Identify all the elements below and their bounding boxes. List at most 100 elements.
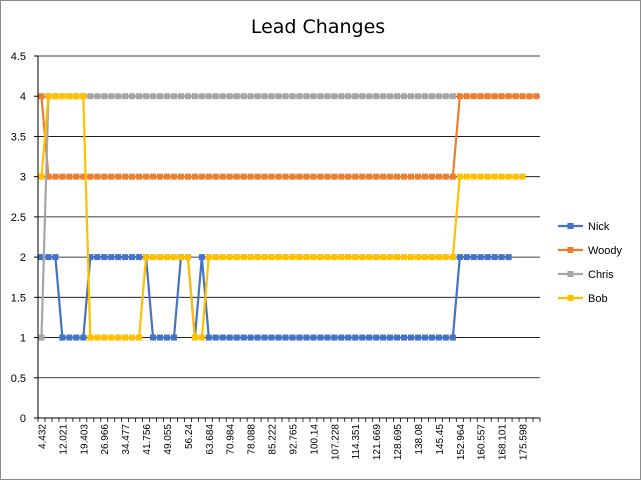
x-tick-label: 145.45	[435, 424, 446, 455]
data-point-chris	[380, 93, 387, 100]
data-point-bob	[435, 254, 442, 261]
data-point-woody	[122, 173, 129, 180]
data-point-woody	[268, 173, 275, 180]
data-point-woody	[505, 93, 512, 100]
data-point-chris	[428, 93, 435, 100]
data-point-nick	[219, 334, 226, 341]
data-point-bob	[212, 254, 219, 261]
data-point-chris	[317, 93, 324, 100]
data-point-nick	[157, 334, 164, 341]
data-point-bob	[289, 254, 296, 261]
data-point-bob	[247, 254, 254, 261]
data-point-nick	[324, 334, 331, 341]
data-point-chris	[324, 93, 331, 100]
data-point-woody	[87, 173, 94, 180]
data-point-woody	[73, 173, 80, 180]
data-point-nick	[108, 254, 115, 261]
data-point-woody	[233, 173, 240, 180]
data-point-woody	[484, 93, 491, 100]
data-point-woody	[338, 173, 345, 180]
data-point-bob	[136, 334, 143, 341]
series-lines	[38, 93, 540, 341]
data-point-woody	[205, 173, 212, 180]
data-point-nick	[170, 334, 177, 341]
data-point-woody	[115, 173, 122, 180]
x-tick-label: 168.101	[498, 424, 509, 461]
data-point-woody	[198, 173, 205, 180]
data-point-woody	[463, 93, 470, 100]
data-point-bob	[408, 254, 415, 261]
legend-swatch-marker	[567, 295, 574, 301]
x-tick-label: 128.695	[393, 424, 404, 461]
data-point-woody	[296, 173, 303, 180]
data-point-bob	[233, 254, 240, 261]
data-point-woody	[212, 173, 219, 180]
data-point-woody	[219, 173, 226, 180]
data-point-nick	[435, 334, 442, 341]
data-point-bob	[163, 254, 170, 261]
data-point-bob	[456, 173, 463, 180]
data-point-woody	[101, 173, 108, 180]
data-point-bob	[226, 254, 233, 261]
legend-item-woody: Woody	[558, 245, 623, 257]
data-point-woody	[449, 173, 456, 180]
data-point-woody	[170, 173, 177, 180]
y-tick-label: 3.5	[11, 131, 26, 143]
x-tick-label: 175.598	[519, 424, 530, 461]
data-point-bob	[170, 254, 177, 261]
data-point-nick	[498, 254, 505, 261]
data-point-bob	[143, 254, 150, 261]
data-point-bob	[157, 254, 164, 261]
data-point-nick	[401, 334, 408, 341]
data-point-woody	[317, 173, 324, 180]
data-point-nick	[94, 254, 101, 261]
x-tick-label: 26.966	[100, 424, 111, 455]
data-point-nick	[205, 334, 212, 341]
data-point-woody	[157, 173, 164, 180]
data-point-nick	[366, 334, 373, 341]
data-point-bob	[352, 254, 359, 261]
data-point-nick	[359, 334, 366, 341]
data-point-woody	[254, 173, 261, 180]
data-point-bob	[505, 173, 512, 180]
data-point-chris	[205, 93, 212, 100]
legend-label: Bob	[588, 293, 608, 305]
gridlines	[38, 55, 540, 379]
y-tick-label: 1.5	[11, 292, 26, 304]
data-point-nick	[296, 334, 303, 341]
data-point-bob	[59, 93, 66, 100]
y-tick-label: 4.5	[11, 51, 26, 63]
data-point-chris	[282, 93, 289, 100]
data-point-nick	[240, 334, 247, 341]
data-point-nick	[80, 334, 87, 341]
data-point-bob	[296, 254, 303, 261]
data-point-chris	[414, 93, 421, 100]
data-point-woody	[108, 173, 115, 180]
data-point-woody	[401, 173, 408, 180]
data-point-nick	[282, 334, 289, 341]
data-point-woody	[456, 93, 463, 100]
data-point-woody	[414, 173, 421, 180]
data-point-woody	[136, 173, 143, 180]
data-point-nick	[122, 254, 129, 261]
data-point-nick	[129, 254, 136, 261]
data-point-nick	[163, 334, 170, 341]
data-point-nick	[352, 334, 359, 341]
data-point-woody	[470, 93, 477, 100]
data-point-bob	[80, 93, 87, 100]
data-point-nick	[477, 254, 484, 261]
data-point-bob	[317, 254, 324, 261]
data-point-woody	[303, 173, 310, 180]
data-point-nick	[115, 254, 122, 261]
data-point-woody	[310, 173, 317, 180]
data-point-chris	[310, 93, 317, 100]
data-point-nick	[226, 334, 233, 341]
data-point-nick	[73, 334, 80, 341]
data-point-nick	[345, 334, 352, 341]
data-point-chris	[261, 93, 268, 100]
data-point-bob	[366, 254, 373, 261]
data-point-nick	[136, 254, 143, 261]
data-point-chris	[275, 93, 282, 100]
data-point-woody	[289, 173, 296, 180]
data-point-nick	[414, 334, 421, 341]
